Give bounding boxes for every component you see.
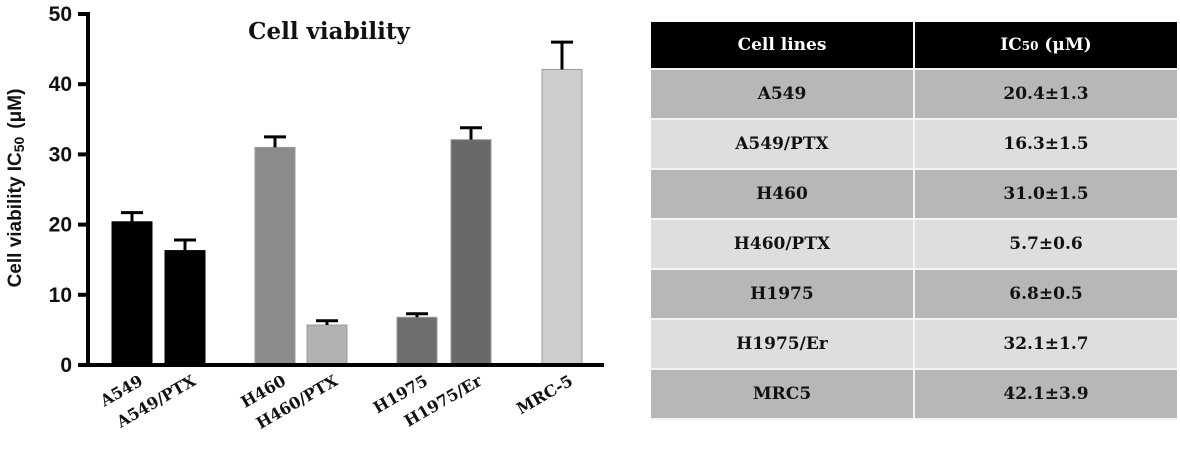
- bar-a549-ptx: [164, 250, 206, 366]
- chart-title: Cell viability: [248, 18, 410, 45]
- y-tick-label: 20: [49, 214, 72, 237]
- x-tick-label: MRC-5: [513, 371, 576, 418]
- y-tick-label: 50: [49, 3, 72, 26]
- ic50-value: 20.4±1.3: [914, 69, 1177, 120]
- ic50-value: 16.3±1.5: [914, 119, 1177, 170]
- ic50-value: 5.7±0.6: [914, 219, 1177, 270]
- bar-h1975-er: [450, 139, 492, 366]
- cell-line-name: A549: [651, 69, 915, 120]
- table-header-row: Cell lines IC50 (μM): [651, 22, 1177, 70]
- y-tick-label: 30: [49, 143, 72, 166]
- table-row: H1975/Er 32.1±1.7: [651, 319, 1177, 370]
- y-tick-label: 0: [60, 354, 72, 377]
- y-tick-label: 40: [49, 73, 72, 96]
- table-row: A549 20.4±1.3: [651, 69, 1177, 120]
- ic50-value: 42.1±3.9: [914, 369, 1177, 420]
- ic50-value: 6.8±0.5: [914, 269, 1177, 320]
- cell-line-name: H1975: [651, 269, 915, 320]
- bar-mrc-5: [541, 68, 583, 366]
- bar-h460: [254, 146, 296, 366]
- header-ic50: IC50 (μM): [914, 22, 1177, 70]
- bar-h460-ptx: [306, 324, 348, 366]
- table-row: H460 31.0±1.5: [651, 169, 1177, 220]
- cell-line-name: H1975/Er: [651, 319, 915, 370]
- cell-line-name: A549/PTX: [651, 119, 915, 170]
- table-row: A549/PTX 16.3±1.5: [651, 119, 1177, 170]
- cell-line-name: MRC5: [651, 369, 915, 420]
- bar-chart: Cell viability Cell viability IC50(μM) 0…: [5, 3, 604, 433]
- table-row: MRC5 42.1±3.9: [651, 369, 1177, 420]
- y-axis-label: Cell viability IC50(μM): [5, 89, 27, 288]
- ic50-value: 32.1±1.7: [914, 319, 1177, 370]
- ic50-table: Cell lines IC50 (μM) A549 20.4±1.3 A549/…: [651, 22, 1177, 420]
- header-cell-lines: Cell lines: [651, 22, 915, 70]
- cell-line-name: H460: [651, 169, 915, 220]
- bar-h1975: [396, 316, 438, 366]
- bar-a549: [111, 221, 153, 366]
- table-row: H460/PTX 5.7±0.6: [651, 219, 1177, 270]
- y-tick-label: 10: [49, 284, 72, 307]
- ic50-value: 31.0±1.5: [914, 169, 1177, 220]
- table-row: H1975 6.8±0.5: [651, 269, 1177, 320]
- cell-line-name: H460/PTX: [651, 219, 915, 270]
